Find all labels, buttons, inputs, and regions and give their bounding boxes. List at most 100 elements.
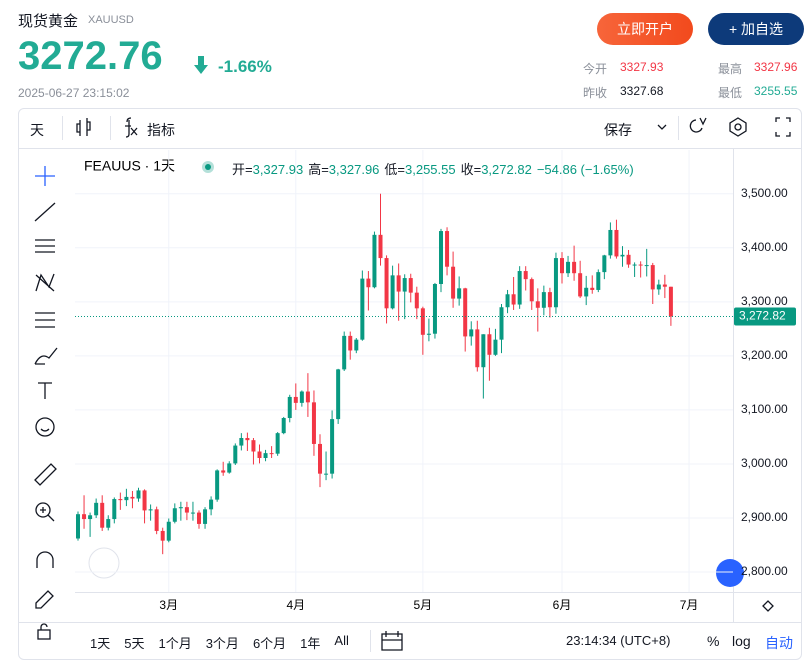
candle-body — [632, 264, 637, 266]
candle-body — [130, 496, 135, 499]
candle-body — [408, 278, 413, 293]
candle-body — [197, 512, 201, 524]
y-tick-label: 3,300.00 — [741, 294, 788, 308]
candle-body — [142, 490, 147, 511]
candle-body — [668, 286, 673, 317]
y-tick-label: 3,200.00 — [741, 348, 788, 362]
candle-body — [402, 278, 407, 292]
candle-body — [469, 329, 474, 337]
candle-body — [451, 266, 456, 299]
candle-body — [203, 509, 208, 524]
candle-body — [493, 339, 498, 355]
candle-body — [378, 234, 383, 259]
legend-key: 高= — [308, 162, 329, 177]
candle-body — [511, 294, 516, 305]
x-tick-label: 7月 — [680, 598, 699, 612]
range-button[interactable]: 3个月 — [205, 636, 239, 651]
legend-value: 3,272.82 — [481, 162, 532, 177]
candle-body — [439, 231, 443, 285]
candle-body — [414, 292, 419, 309]
price: 3272.76 — [18, 34, 163, 78]
last-price-label: 3,272.82 — [739, 309, 786, 323]
candle-body — [263, 453, 268, 458]
status-dot — [205, 164, 211, 170]
candle-body — [245, 438, 250, 441]
chart-frame — [18, 108, 802, 660]
candle-body — [76, 514, 80, 539]
candle-body — [644, 265, 649, 267]
stat-value: 3327.96 — [754, 60, 798, 74]
y-tick-label: 2,900.00 — [741, 510, 788, 524]
open-account-button[interactable]: 立即开户 — [597, 13, 693, 45]
interval[interactable]: 天 — [30, 122, 44, 138]
range-bar: 1天 5天 1个月 3个月 6个月 1年 All — [90, 633, 349, 652]
stat-label: 今开 — [583, 62, 608, 76]
legend-key: 低= — [384, 162, 405, 177]
candle-body — [656, 284, 661, 290]
candle-body — [572, 261, 577, 274]
candle-body — [590, 287, 595, 290]
candle-body — [487, 334, 492, 355]
last-price-box — [734, 307, 796, 326]
candle-body — [269, 453, 274, 455]
percent-toggle[interactable]: % — [707, 633, 720, 649]
candle-body — [233, 445, 238, 464]
candle-body — [251, 440, 256, 452]
candle-body — [160, 530, 165, 541]
timestamp: 2025-06-27 23:15:02 — [18, 86, 130, 100]
indicators[interactable]: 指标 — [147, 122, 175, 138]
candle-body — [305, 391, 310, 403]
range-button[interactable]: 1个月 — [158, 636, 192, 651]
range-button[interactable]: All — [334, 633, 349, 648]
legend-key: 收= — [460, 162, 482, 177]
grid — [75, 150, 733, 592]
range-button[interactable]: 1年 — [300, 636, 321, 651]
log-toggle[interactable]: log — [732, 633, 751, 649]
candle-body — [148, 509, 153, 511]
save[interactable]: 保存 — [604, 122, 632, 138]
candle-body — [106, 519, 111, 528]
down-arrow — [194, 56, 208, 74]
candle-body — [384, 258, 389, 309]
candle-body — [124, 496, 129, 501]
candle-body — [299, 391, 304, 403]
range-button[interactable]: 5天 — [124, 636, 145, 651]
candle-body — [348, 335, 353, 351]
candle-body — [184, 507, 189, 513]
stat-label: 最高 — [718, 62, 743, 76]
candle-body — [257, 451, 262, 458]
candle-body — [88, 515, 93, 520]
candle-body — [293, 396, 298, 403]
candle-body — [215, 470, 220, 500]
candle-body — [445, 231, 450, 267]
candle-body — [112, 499, 117, 520]
candle-body — [662, 284, 667, 287]
candle-body — [499, 307, 504, 340]
watchlist-button[interactable]: + 加自选 — [708, 13, 804, 45]
candle-body — [172, 508, 177, 522]
legend-value: 3,255.55 — [405, 162, 456, 177]
candle-body — [118, 499, 123, 501]
candle-body — [426, 333, 431, 335]
y-tick-label: 2,800.00 — [741, 564, 788, 578]
candle-body — [602, 255, 607, 273]
x-tick-label: 4月 — [286, 598, 305, 612]
candle-body — [529, 279, 534, 302]
range-button[interactable]: 6个月 — [252, 636, 287, 651]
candle-body — [336, 369, 341, 420]
candle-body — [318, 443, 322, 474]
auto-toggle[interactable]: 自动 — [765, 635, 793, 651]
candle-body — [535, 301, 540, 308]
stat-label: 昨收 — [583, 86, 608, 100]
range-button[interactable]: 1天 — [90, 636, 111, 651]
candle-body — [614, 229, 619, 257]
x-tick-label: 6月 — [553, 598, 572, 612]
change: -1.66% — [218, 57, 272, 76]
candle-body — [82, 514, 87, 520]
candle-body — [566, 261, 571, 274]
stat-label: 最低 — [718, 86, 743, 100]
candle-body — [553, 258, 558, 308]
candle-body — [227, 463, 232, 473]
